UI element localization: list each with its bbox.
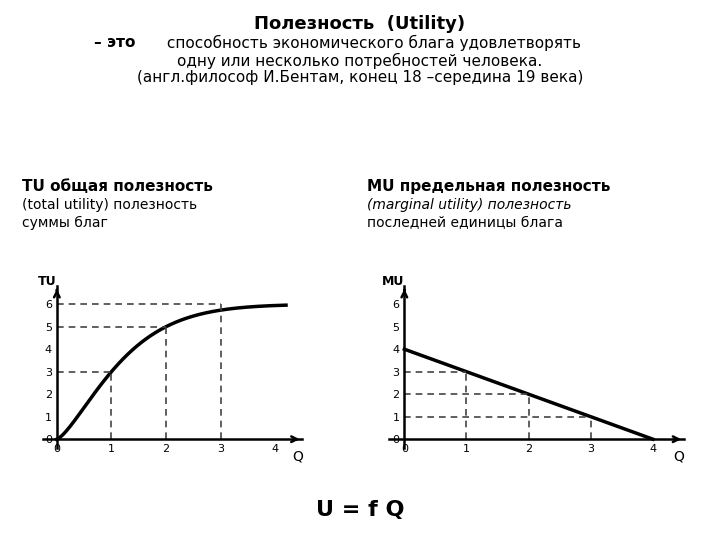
Text: (marginal utility) полезность: (marginal utility) полезность xyxy=(367,198,572,212)
Text: U = f Q: U = f Q xyxy=(316,500,404,521)
Text: TU общая полезность: TU общая полезность xyxy=(22,179,212,194)
Text: Q: Q xyxy=(674,449,685,463)
Text: MU предельная полезность: MU предельная полезность xyxy=(367,179,611,194)
Text: MU: MU xyxy=(382,275,405,288)
Text: суммы благ: суммы благ xyxy=(22,216,107,230)
Text: (total utility) полезность: (total utility) полезность xyxy=(22,198,197,212)
Text: (англ.философ И.Бентам, конец 18 –середина 19 века): (англ.философ И.Бентам, конец 18 –середи… xyxy=(137,70,583,85)
Text: последней единицы блага: последней единицы блага xyxy=(367,216,563,230)
Text: одну или несколько потребностей человека.: одну или несколько потребностей человека… xyxy=(177,52,543,69)
Text: Q: Q xyxy=(292,449,303,463)
Text: TU: TU xyxy=(37,275,56,288)
Text: – это: – это xyxy=(94,35,135,50)
Text: способность экономического блага удовлетворять: способность экономического блага удовлет… xyxy=(162,35,581,51)
Text: Полезность  (Utility): Полезность (Utility) xyxy=(254,15,466,33)
